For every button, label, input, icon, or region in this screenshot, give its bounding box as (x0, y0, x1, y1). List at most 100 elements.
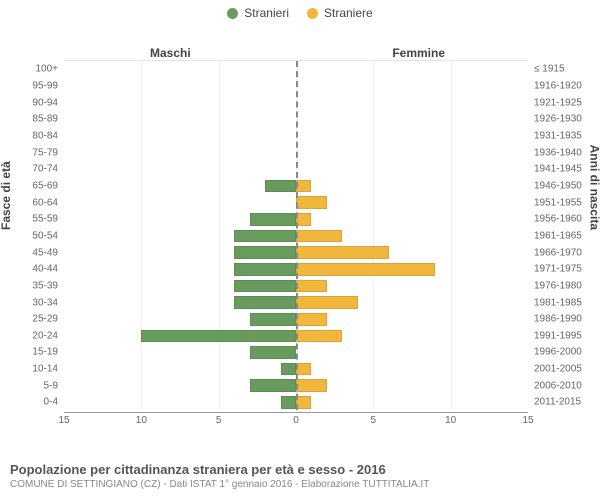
age-label: 45-49 (32, 247, 64, 258)
age-label: 0-4 (44, 397, 64, 408)
birth-year-label: 1991-1995 (528, 330, 582, 341)
age-label: 80-84 (32, 130, 64, 141)
bar-male (234, 280, 296, 293)
chart-row: 100+≤ 1915 (64, 61, 528, 78)
legend-swatch-male (227, 8, 238, 19)
age-label: 50-54 (32, 230, 64, 241)
bar-female (296, 330, 342, 343)
bar-female (296, 196, 327, 209)
birth-year-label: 1936-1940 (528, 147, 582, 158)
bar-male (234, 246, 296, 259)
chart-row: 60-641951-1955 (64, 194, 528, 211)
age-label: 30-34 (32, 297, 64, 308)
birth-year-label: 1931-1935 (528, 130, 582, 141)
birth-year-label: 1921-1925 (528, 97, 582, 108)
bar-male (141, 330, 296, 343)
chart-row: 50-541961-1965 (64, 228, 528, 245)
bar-male (265, 180, 296, 193)
y-axis-title-left: Fasce di età (0, 161, 13, 230)
bar-male (250, 379, 296, 392)
x-tick: 15 (522, 415, 533, 426)
x-tick: 5 (371, 415, 377, 426)
chart-subtitle: COMUNE DI SETTINGIANO (CZ) - Dati ISTAT … (10, 479, 590, 490)
chart-row: 5-92006-2010 (64, 377, 528, 394)
legend-label-male: Stranieri (244, 6, 289, 20)
age-label: 10-14 (32, 364, 64, 375)
chart-row: 20-241991-1995 (64, 328, 528, 345)
bar-female (296, 363, 311, 376)
x-tick: 15 (58, 415, 69, 426)
birth-year-label: 1961-1965 (528, 230, 582, 241)
bar-female (296, 396, 311, 409)
age-label: 25-29 (32, 314, 64, 325)
footer: Popolazione per cittadinanza straniera p… (10, 462, 590, 490)
birth-year-label: 1956-1960 (528, 214, 582, 225)
age-label: 65-69 (32, 180, 64, 191)
age-label: 70-74 (32, 164, 64, 175)
chart-title: Popolazione per cittadinanza straniera p… (10, 462, 590, 477)
plot-area: 100+≤ 191595-991916-192090-941921-192585… (64, 60, 528, 410)
column-header-male: Maschi (150, 46, 191, 60)
birth-year-label: 1976-1980 (528, 280, 582, 291)
birth-year-label: 1971-1975 (528, 264, 582, 275)
legend-item-female: Straniere (307, 6, 373, 20)
age-label: 40-44 (32, 264, 64, 275)
birth-year-label: 1981-1985 (528, 297, 582, 308)
birth-year-label: 1916-1920 (528, 80, 582, 91)
birth-year-label: 1986-1990 (528, 314, 582, 325)
birth-year-label: 1951-1955 (528, 197, 582, 208)
bar-male (234, 263, 296, 276)
birth-year-label: 1926-1930 (528, 114, 582, 125)
chart-row: 40-441971-1975 (64, 261, 528, 278)
chart-row: 90-941921-1925 (64, 94, 528, 111)
bar-female (296, 280, 327, 293)
birth-year-label: 1996-2000 (528, 347, 582, 358)
legend-item-male: Stranieri (227, 6, 289, 20)
age-label: 20-24 (32, 330, 64, 341)
bar-male (281, 363, 296, 376)
chart-row: 55-591956-1960 (64, 211, 528, 228)
bar-female (296, 313, 327, 326)
chart-row: 80-841931-1935 (64, 128, 528, 145)
birth-year-label: 2001-2005 (528, 364, 582, 375)
age-label: 60-64 (32, 197, 64, 208)
age-label: 15-19 (32, 347, 64, 358)
birth-year-label: 2006-2010 (528, 380, 582, 391)
bar-male (250, 313, 296, 326)
legend-label-female: Straniere (324, 6, 373, 20)
birth-year-label: 1941-1945 (528, 164, 582, 175)
x-axis: 15105051015 (64, 412, 528, 428)
age-label: 95-99 (32, 80, 64, 91)
bar-female (296, 230, 342, 243)
x-tick: 10 (445, 415, 456, 426)
chart-row: 30-341981-1985 (64, 294, 528, 311)
age-label: 85-89 (32, 114, 64, 125)
bar-female (296, 296, 358, 309)
age-label: 90-94 (32, 97, 64, 108)
age-label: 75-79 (32, 147, 64, 158)
y-axis-title-right: Anni di nascita (587, 145, 600, 230)
chart-row: 10-142001-2005 (64, 361, 528, 378)
chart-row: 15-191996-2000 (64, 344, 528, 361)
chart-row: 95-991916-1920 (64, 78, 528, 95)
birth-year-label: 2011-2015 (528, 397, 581, 408)
bar-male (250, 346, 296, 359)
bar-male (281, 396, 296, 409)
bar-female (296, 180, 311, 193)
legend-swatch-female (307, 8, 318, 19)
birth-year-label: 1966-1970 (528, 247, 582, 258)
chart-row: 45-491966-1970 (64, 244, 528, 261)
age-label: 35-39 (32, 280, 64, 291)
birth-year-label: ≤ 1915 (528, 64, 565, 75)
chart-row: 75-791936-1940 (64, 144, 528, 161)
legend: Stranieri Straniere (0, 0, 600, 20)
chart-row: 25-291986-1990 (64, 311, 528, 328)
bar-female (296, 246, 389, 259)
chart-row: 85-891926-1930 (64, 111, 528, 128)
bar-male (234, 296, 296, 309)
bar-female (296, 213, 311, 226)
bar-male (250, 213, 296, 226)
birth-year-label: 1946-1950 (528, 180, 582, 191)
bar-male (234, 230, 296, 243)
bar-female (296, 263, 435, 276)
